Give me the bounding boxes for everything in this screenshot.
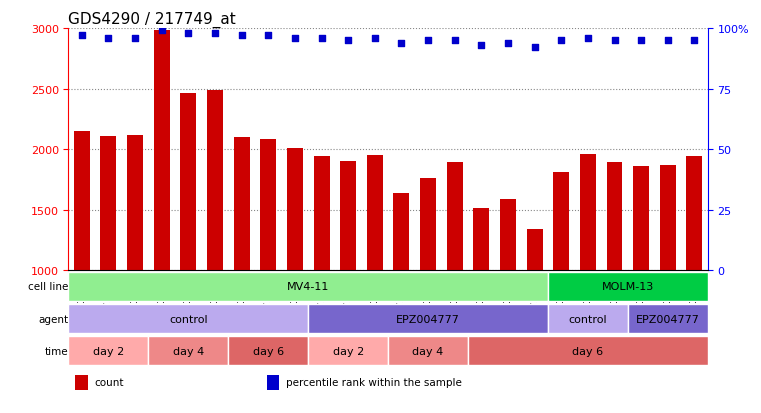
Bar <box>367 156 383 391</box>
FancyBboxPatch shape <box>228 337 308 366</box>
Bar <box>154 31 170 391</box>
Point <box>315 35 327 42</box>
Text: count: count <box>94 377 123 387</box>
Text: EPZ004777: EPZ004777 <box>396 314 460 324</box>
Text: control: control <box>169 314 208 324</box>
Bar <box>260 140 276 391</box>
FancyBboxPatch shape <box>548 304 628 333</box>
Point <box>502 40 514 47</box>
Text: time: time <box>45 346 68 356</box>
Text: day 4: day 4 <box>412 346 444 356</box>
FancyBboxPatch shape <box>68 337 148 366</box>
Text: MV4-11: MV4-11 <box>287 282 330 292</box>
Text: EPZ004777: EPZ004777 <box>636 314 699 324</box>
Text: MOLM-13: MOLM-13 <box>602 282 654 292</box>
Point <box>422 38 434 44</box>
Point <box>342 38 354 44</box>
FancyBboxPatch shape <box>628 304 708 333</box>
Bar <box>580 154 596 391</box>
Bar <box>266 375 279 390</box>
Text: agent: agent <box>38 314 68 324</box>
FancyBboxPatch shape <box>308 304 548 333</box>
Point <box>555 38 567 44</box>
Text: percentile rank within the sample: percentile rank within the sample <box>286 377 462 387</box>
Bar <box>340 162 356 391</box>
FancyBboxPatch shape <box>68 272 548 301</box>
Bar <box>473 209 489 391</box>
Bar <box>686 157 702 391</box>
FancyBboxPatch shape <box>388 337 468 366</box>
Bar <box>234 138 250 391</box>
Bar <box>74 132 90 391</box>
Bar <box>100 136 116 391</box>
Point <box>236 33 248 40</box>
FancyBboxPatch shape <box>308 337 388 366</box>
Point <box>661 38 674 44</box>
Point <box>209 31 221 37</box>
Text: cell line: cell line <box>28 282 68 292</box>
Point <box>182 31 194 37</box>
Bar <box>633 166 649 391</box>
FancyBboxPatch shape <box>548 272 708 301</box>
Text: day 2: day 2 <box>93 346 124 356</box>
Point <box>688 38 700 44</box>
Point <box>289 35 301 42</box>
Point <box>102 35 114 42</box>
Bar <box>75 375 88 390</box>
FancyBboxPatch shape <box>68 304 308 333</box>
Bar <box>314 157 330 391</box>
Bar <box>127 135 143 391</box>
Text: day 2: day 2 <box>333 346 364 356</box>
Point <box>475 43 487 49</box>
Bar <box>420 179 436 391</box>
Bar <box>607 163 622 391</box>
Text: day 6: day 6 <box>253 346 284 356</box>
Point <box>75 33 88 40</box>
Bar <box>447 163 463 391</box>
Point <box>368 35 380 42</box>
Bar <box>180 94 196 391</box>
Text: day 4: day 4 <box>173 346 204 356</box>
Point <box>608 38 620 44</box>
Point <box>528 45 540 52</box>
Point <box>581 35 594 42</box>
Point <box>449 38 461 44</box>
Bar <box>527 230 543 391</box>
Text: control: control <box>568 314 607 324</box>
Bar <box>500 199 516 391</box>
Bar <box>207 90 223 391</box>
Bar <box>553 173 569 391</box>
Point <box>262 33 274 40</box>
Bar <box>287 149 303 391</box>
Text: GDS4290 / 217749_at: GDS4290 / 217749_at <box>68 12 236 28</box>
Point <box>396 40 408 47</box>
FancyBboxPatch shape <box>148 337 228 366</box>
Point <box>129 35 142 42</box>
Bar <box>660 166 676 391</box>
Point <box>155 28 167 35</box>
FancyBboxPatch shape <box>468 337 708 366</box>
Point <box>635 38 647 44</box>
Text: day 6: day 6 <box>572 346 603 356</box>
Bar <box>393 193 409 391</box>
